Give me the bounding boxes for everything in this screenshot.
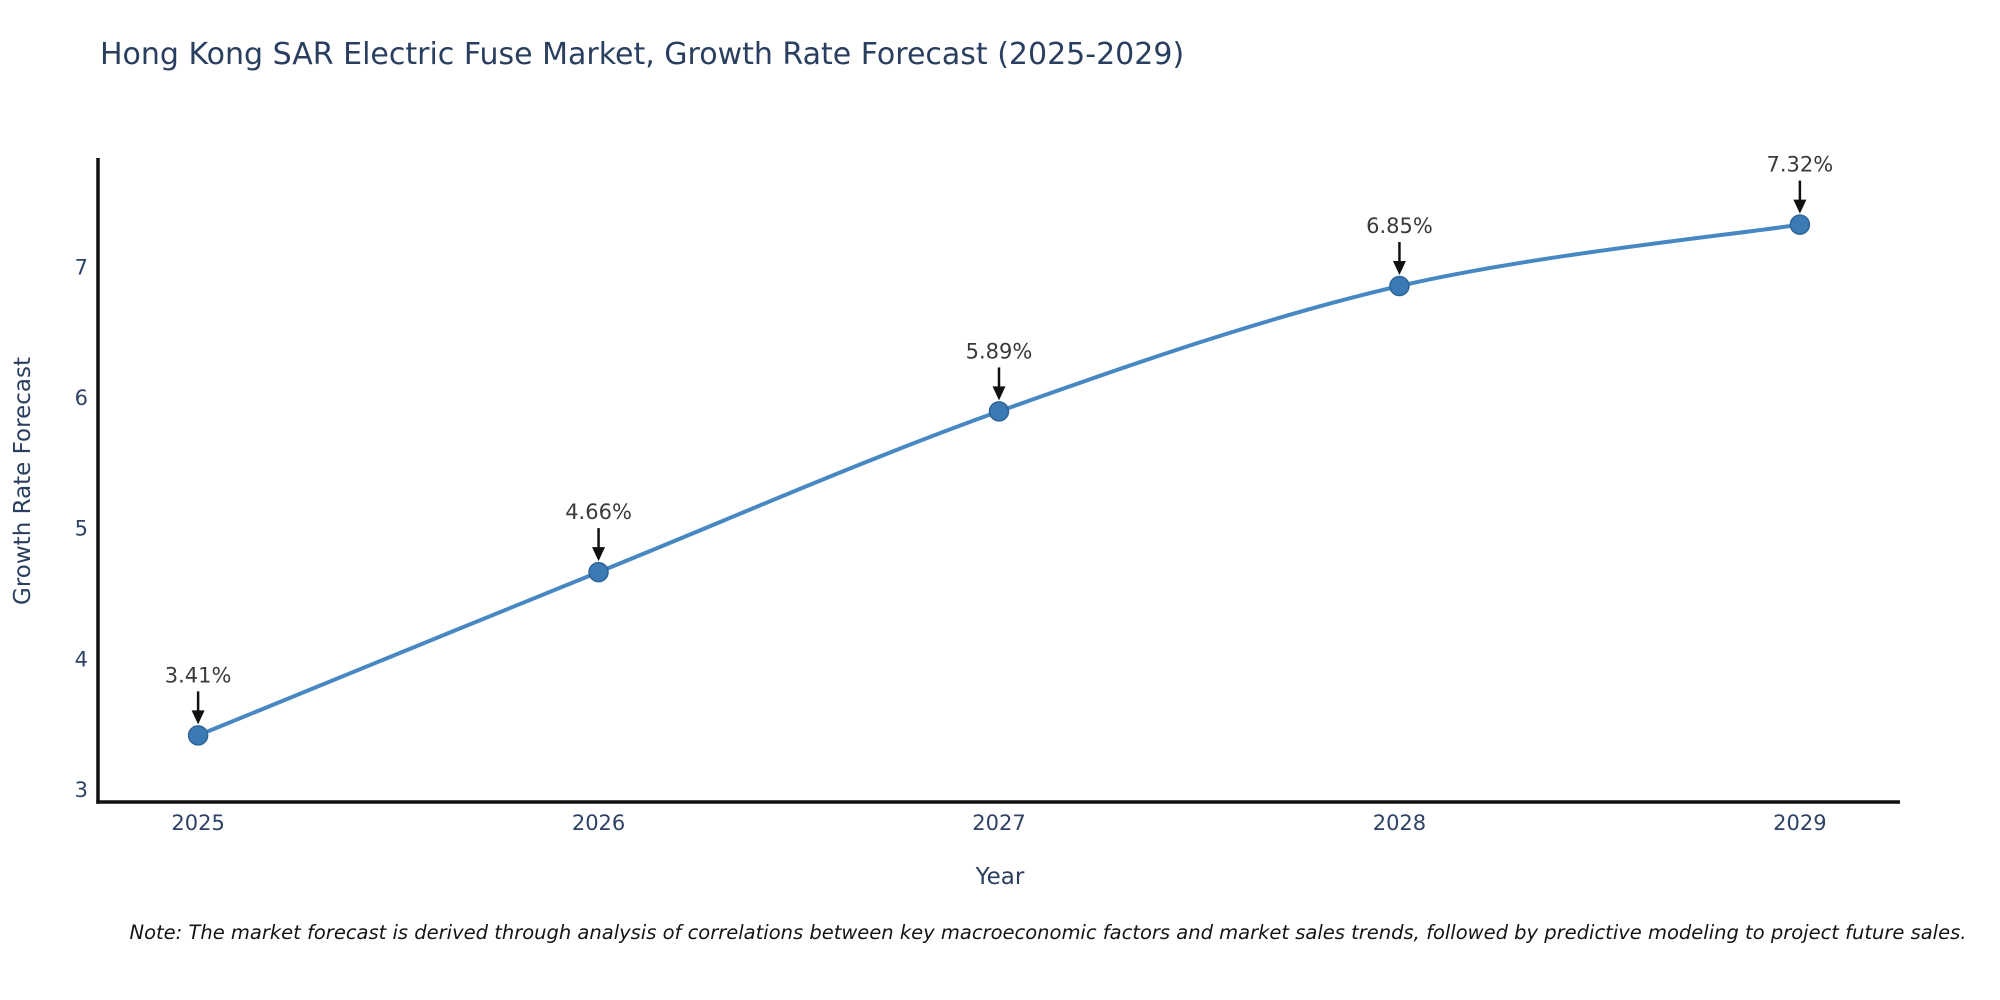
data-point-markers — [187, 214, 1811, 746]
point-annotation: 6.85% — [1366, 214, 1433, 238]
y-tick-label: 7 — [75, 255, 88, 279]
point-annotation: 3.41% — [165, 663, 232, 687]
data-point-2027[interactable] — [988, 401, 1010, 422]
point-annotation: 7.32% — [1767, 153, 1834, 177]
x-axis-title: Year — [975, 864, 1025, 890]
x-tick-label: 2029 — [1773, 811, 1826, 835]
x-axis-tick-labels: 2025 2026 2027 2028 2029 — [171, 811, 1826, 835]
annotation-arrowhead-icon — [992, 386, 1006, 401]
annotation-arrowhead-icon — [592, 547, 606, 562]
x-tick-label: 2028 — [1373, 811, 1426, 835]
chart-title: Hong Kong SAR Electric Fuse Market, Grow… — [100, 37, 1184, 72]
x-tick-label: 2025 — [171, 811, 224, 835]
data-point-2026[interactable] — [588, 561, 609, 583]
data-point-2029[interactable] — [1789, 214, 1811, 235]
annotation-arrowhead-icon — [1392, 261, 1406, 276]
series-line — [196, 222, 1802, 738]
point-annotations: 3.41% 4.66% 5.89% 6.85% 7.32% — [165, 153, 1833, 725]
y-axis-title: Growth Rate Forecast — [10, 357, 36, 605]
data-point-2028[interactable] — [1389, 275, 1410, 297]
x-tick-label: 2027 — [972, 811, 1025, 835]
x-tick-label: 2026 — [572, 811, 625, 835]
y-axis-tick-labels: 3 4 5 6 7 — [75, 255, 88, 802]
y-tick-label: 6 — [75, 386, 88, 410]
annotation-arrowhead-icon — [1793, 199, 1807, 214]
y-tick-label: 4 — [75, 647, 88, 671]
annotation-arrowhead-icon — [191, 710, 205, 725]
y-tick-label: 5 — [75, 517, 88, 541]
footnote: Note: The market forecast is derived thr… — [130, 921, 1967, 944]
data-point-2025[interactable] — [187, 725, 209, 746]
point-annotation: 4.66% — [565, 500, 632, 524]
point-annotation: 5.89% — [966, 339, 1033, 363]
y-tick-label: 3 — [75, 778, 88, 802]
